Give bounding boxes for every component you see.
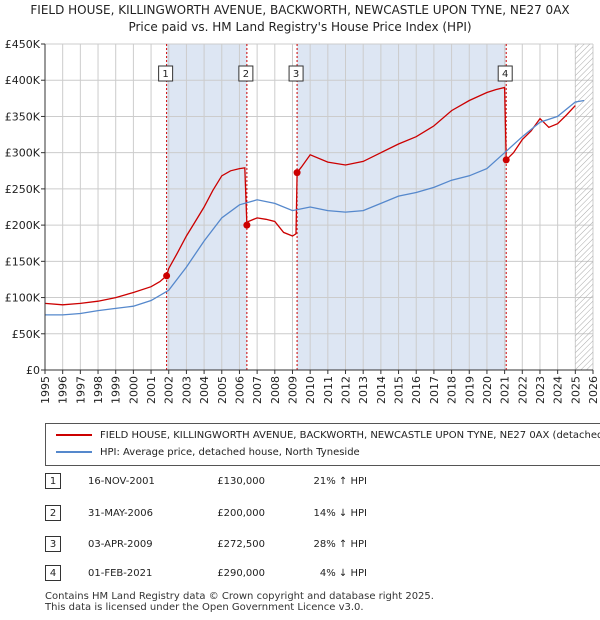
- legend: FIELD HOUSE, KILLINGWORTH AVENUE, BACKWO…: [45, 423, 600, 466]
- y-tick-label: £250K: [5, 183, 41, 196]
- sale-price: £290,000: [217, 568, 265, 579]
- sale-number-badge: 2: [45, 505, 61, 521]
- sale-label-text: 4: [502, 69, 508, 80]
- x-tick-label: 2013: [357, 376, 370, 404]
- sale-point: [293, 169, 301, 177]
- ownership-period-shade: [166, 44, 247, 370]
- x-tick-label: 2007: [251, 376, 264, 404]
- x-tick-label: 1995: [39, 376, 52, 404]
- sale-point: [163, 272, 171, 280]
- y-tick-label: £200K: [5, 219, 41, 232]
- y-tick-label: £0: [26, 364, 40, 377]
- x-tick-label: 2026: [587, 376, 600, 404]
- price-chart: 1 2 3 4 £0 £50K £100K £150K £200K £250K £300K £350…: [5, 38, 600, 404]
- sale-row: 3 03-APR-2009 £272,500 28% ↑ HPI: [45, 535, 445, 555]
- x-tick-label: 2011: [322, 376, 335, 404]
- sale-price: £130,000: [217, 476, 265, 487]
- sale-number-badge: 4: [45, 565, 61, 581]
- sale-point: [502, 156, 510, 164]
- sale-number-badge: 3: [45, 536, 61, 552]
- x-tick-label: 2010: [304, 376, 317, 404]
- sale-label-box: [158, 65, 174, 82]
- chart-subtitle: Price paid vs. HM Land Registry's House …: [128, 20, 472, 34]
- y-tick-label: £100K: [5, 292, 41, 305]
- legend-label-hpi: HPI: Average price, detached house, Nort…: [100, 447, 360, 458]
- x-tick-label: 1997: [74, 376, 87, 404]
- legend-swatch-property: [56, 434, 92, 436]
- y-tick-label: £350K: [5, 110, 41, 123]
- legend-item-property: FIELD HOUSE, KILLINGWORTH AVENUE, BACKWO…: [56, 428, 600, 444]
- sale-date: 16-NOV-2001: [88, 476, 155, 487]
- x-tick-label: 2018: [446, 376, 459, 404]
- sale-label-box: [288, 65, 304, 82]
- sale-label-text: 2: [243, 69, 249, 80]
- y-tick-label: £450K: [5, 38, 41, 51]
- y-tick-label: £300K: [5, 147, 41, 160]
- x-tick-label: 2001: [145, 376, 158, 404]
- ownership-period-shade: [297, 44, 507, 370]
- sale-price: £200,000: [217, 508, 265, 519]
- x-tick-label: 2015: [393, 376, 406, 404]
- x-tick-label: 2024: [552, 376, 565, 404]
- x-tick-label: 1999: [110, 376, 123, 404]
- sale-number-badge: 1: [45, 473, 61, 489]
- x-tick-label: 1998: [92, 376, 105, 404]
- sale-label-text: 3: [293, 69, 299, 80]
- hatched-region: [575, 44, 593, 370]
- x-tick-label: 2000: [127, 376, 140, 404]
- sale-price: £272,500: [217, 539, 265, 550]
- x-tick-label: 2019: [463, 376, 476, 404]
- x-tick-label: 1996: [57, 376, 70, 404]
- sale-date: 01-FEB-2021: [88, 568, 153, 579]
- x-tick-label: 2025: [569, 376, 582, 404]
- sale-row: 2 31-MAY-2006 £200,000 14% ↓ HPI: [45, 504, 445, 524]
- x-tick-label: 2003: [180, 376, 193, 404]
- sale-hpi-diff: 14% ↓ HPI: [313, 508, 367, 519]
- footer-licence: This data is licensed under the Open Gov…: [45, 602, 364, 613]
- x-tick-label: 2004: [198, 376, 211, 404]
- x-tick-label: 2006: [233, 376, 246, 404]
- y-tick-label: £400K: [5, 74, 41, 87]
- y-tick-label: £150K: [5, 255, 41, 268]
- sale-label-text: 1: [162, 69, 168, 80]
- sale-row: 1 16-NOV-2001 £130,000 21% ↑ HPI: [45, 472, 445, 492]
- legend-swatch-hpi: [56, 451, 92, 453]
- sale-hpi-diff: 21% ↑ HPI: [313, 476, 367, 487]
- x-tick-label: 2021: [499, 376, 512, 404]
- x-tick-label: 2017: [428, 376, 441, 404]
- sale-date: 31-MAY-2006: [88, 508, 154, 519]
- sale-hpi-diff: 28% ↑ HPI: [313, 539, 367, 550]
- x-tick-label: 2023: [534, 376, 547, 404]
- legend-label-property: FIELD HOUSE, KILLINGWORTH AVENUE, BACKWO…: [100, 430, 600, 441]
- chart-title: FIELD HOUSE, KILLINGWORTH AVENUE, BACKWO…: [30, 3, 570, 17]
- sale-date: 03-APR-2009: [88, 539, 153, 550]
- x-tick-label: 2012: [340, 376, 353, 404]
- x-tick-label: 2022: [516, 376, 529, 404]
- sale-point: [243, 221, 251, 229]
- footer-copyright: Contains HM Land Registry data © Crown c…: [45, 591, 434, 602]
- legend-item-hpi: HPI: Average price, detached house, Nort…: [56, 445, 360, 461]
- y-tick-label: £50K: [12, 328, 41, 341]
- x-tick-label: 2014: [375, 376, 388, 404]
- x-tick-label: 2005: [216, 376, 229, 404]
- x-tick-label: 2002: [163, 376, 176, 404]
- sale-label-box: [238, 65, 254, 82]
- sale-hpi-diff: 4% ↓ HPI: [319, 568, 367, 579]
- x-tick-label: 2008: [269, 376, 282, 404]
- x-tick-label: 2016: [410, 376, 423, 404]
- sale-row: 4 01-FEB-2021 £290,000 4% ↓ HPI: [45, 564, 445, 584]
- x-tick-label: 2009: [286, 376, 299, 404]
- hpi-line: [45, 99, 585, 316]
- x-tick-label: 2020: [481, 376, 494, 404]
- sale-label-box: [497, 65, 513, 82]
